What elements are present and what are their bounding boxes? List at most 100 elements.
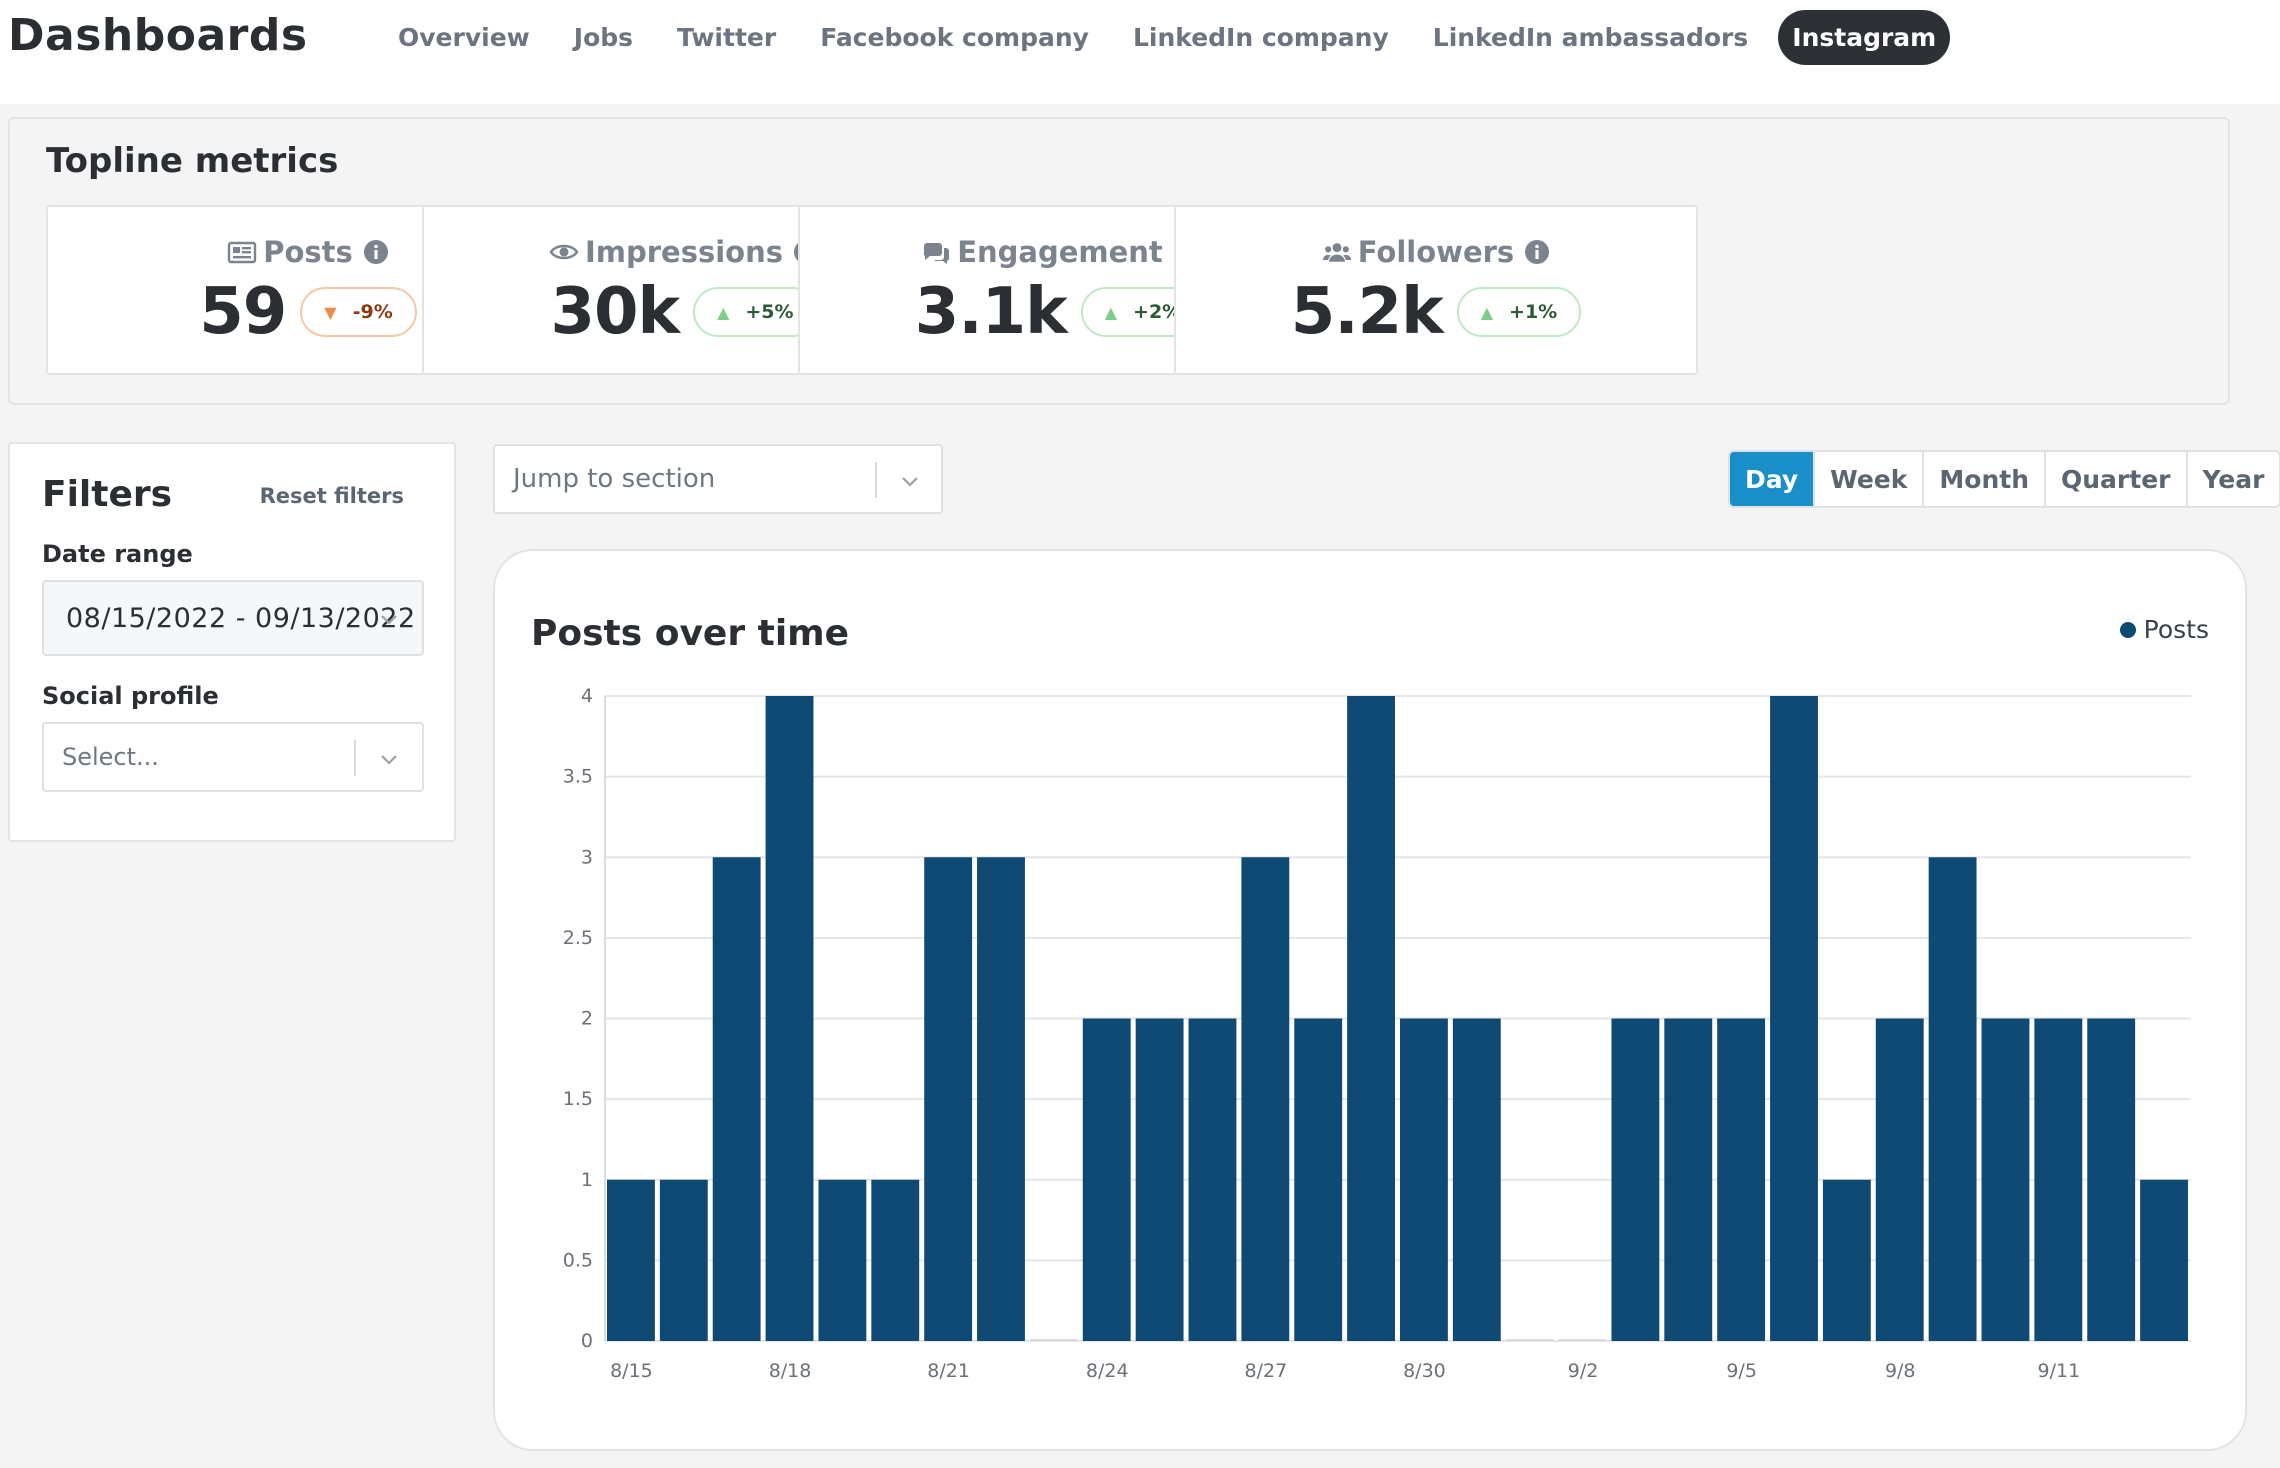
y-tick-label: 1 xyxy=(581,1169,593,1191)
chart-bar[interactable] xyxy=(1981,1018,2030,1342)
x-tick-label: 9/2 xyxy=(1568,1360,1599,1382)
metric-label: Posts xyxy=(263,235,353,269)
chart-bar[interactable] xyxy=(712,857,761,1341)
chart-bar[interactable] xyxy=(871,1179,920,1341)
chart-bar[interactable] xyxy=(765,696,814,1341)
topline-metrics-panel: Topline metrics Posts 59 ▼ -9% xyxy=(8,117,2230,405)
users-icon xyxy=(1322,243,1351,262)
chart-bar[interactable] xyxy=(1664,1018,1713,1342)
y-tick-label: 3 xyxy=(581,846,593,868)
chart-bar[interactable] xyxy=(1135,1018,1184,1342)
chart-title: Posts over time xyxy=(531,613,850,654)
y-tick-label: 4 xyxy=(581,685,593,707)
info-icon[interactable] xyxy=(363,239,389,265)
jump-to-section-placeholder: Jump to section xyxy=(513,464,716,494)
x-tick-label: 9/5 xyxy=(1726,1360,1757,1382)
chart-bar[interactable] xyxy=(607,1179,655,1341)
metric-body: 59 ▼ -9% xyxy=(48,275,568,349)
x-tick-label: 8/15 xyxy=(610,1360,653,1382)
social-profile-select[interactable]: Select... xyxy=(42,722,424,792)
caret-down-icon: ▼ xyxy=(324,302,337,322)
chart-bar[interactable] xyxy=(1347,696,1395,1341)
chart-bar[interactable] xyxy=(924,857,973,1341)
chart-bar[interactable] xyxy=(1400,1018,1448,1342)
period-quarter-button[interactable]: Quarter xyxy=(2044,452,2186,506)
period-week-button[interactable]: Week xyxy=(1813,452,1922,506)
chart-bar[interactable] xyxy=(1717,1018,1766,1342)
chart-bar[interactable] xyxy=(2140,1179,2188,1341)
metric-label: Engagement xyxy=(957,235,1163,269)
info-icon[interactable] xyxy=(1524,239,1550,265)
chart-bar[interactable] xyxy=(1188,1018,1237,1342)
chart-bar[interactable] xyxy=(818,1179,867,1341)
date-range-value: 08/15/2022 - 09/13/2022 xyxy=(66,602,416,634)
chart-bar[interactable] xyxy=(659,1179,708,1341)
y-tick-label: 2.5 xyxy=(563,927,593,949)
chart-bar[interactable] xyxy=(1875,1018,1924,1342)
metric-value: 30k xyxy=(550,275,680,349)
topline-title: Topline metrics xyxy=(46,141,339,181)
metric-label: Impressions xyxy=(584,235,784,269)
delta-badge: ▼ -9% xyxy=(300,287,417,337)
chart-bar[interactable] xyxy=(1770,696,1818,1341)
metric-header: Followers xyxy=(1176,235,1696,269)
social-profile-label: Social profile xyxy=(42,682,219,710)
metric-body: 3.1k ▲ +2% xyxy=(800,275,1320,349)
period-day-button[interactable]: Day xyxy=(1730,452,1814,506)
caret-up-icon: ▲ xyxy=(717,302,730,322)
x-tick-label: 8/21 xyxy=(927,1360,970,1382)
chart-bar-zero xyxy=(1558,1339,1607,1341)
nav-tab-instagram[interactable]: Instagram xyxy=(1778,10,1951,65)
chart-bar[interactable] xyxy=(1241,857,1290,1341)
x-tick-label: 8/24 xyxy=(1086,1360,1129,1382)
chart-bar[interactable] xyxy=(977,857,1025,1341)
x-tick-label: 9/8 xyxy=(1885,1360,1916,1382)
filters-panel: Filters Reset filters Date range 08/15/2… xyxy=(8,442,456,842)
chevron-down-icon xyxy=(381,755,397,765)
x-tick-label: 9/11 xyxy=(2037,1360,2080,1382)
nav-tab-linkedin-company[interactable]: LinkedIn company xyxy=(1132,23,1389,52)
delta-badge: ▲ +5% xyxy=(693,287,818,337)
chart-bar[interactable] xyxy=(1082,1018,1131,1342)
select-divider xyxy=(354,740,356,776)
date-range-label: Date range xyxy=(42,540,193,568)
period-month-button[interactable]: Month xyxy=(1922,452,2044,506)
chart-bar[interactable] xyxy=(1822,1179,1871,1341)
reset-filters-button[interactable]: Reset filters xyxy=(259,484,404,508)
delta-value: +1% xyxy=(1509,301,1558,323)
metric-label: Followers xyxy=(1357,235,1515,269)
chart-bar[interactable] xyxy=(1928,857,1977,1341)
nav-tab-twitter[interactable]: Twitter xyxy=(677,23,777,52)
newspaper-icon xyxy=(228,241,257,264)
app-title: Dashboards xyxy=(8,10,308,61)
nav-tab-facebook-company[interactable]: Facebook company xyxy=(820,23,1089,52)
comments-icon xyxy=(924,243,950,264)
delta-badge: ▲ +1% xyxy=(1456,287,1582,337)
chart-legend[interactable]: Posts xyxy=(2119,615,2209,644)
chart-bar[interactable] xyxy=(1452,1018,1501,1342)
metric-body: 5.2k ▲ +1% xyxy=(1176,275,1696,349)
chart-bar-zero xyxy=(1505,1339,1554,1341)
chart-bar[interactable] xyxy=(2087,1018,2136,1342)
chart-bar[interactable] xyxy=(2034,1018,2083,1342)
metric-header: Posts xyxy=(48,235,568,269)
nav-tab-overview[interactable]: Overview xyxy=(398,23,530,52)
metric-card-followers: Followers 5.2k ▲ +1% xyxy=(1174,205,1698,375)
nav-tab-jobs[interactable]: Jobs xyxy=(573,23,634,52)
legend-label: Posts xyxy=(2143,615,2209,644)
chart-bar[interactable] xyxy=(1294,1018,1343,1342)
metric-value: 59 xyxy=(199,275,287,349)
date-range-input[interactable]: 08/15/2022 - 09/13/2022 xyxy=(42,580,424,656)
period-year-button[interactable]: Year xyxy=(2185,452,2280,506)
jump-to-section-select[interactable]: Jump to section xyxy=(493,444,943,514)
filters-title: Filters xyxy=(42,474,173,515)
x-tick-label: 8/27 xyxy=(1244,1360,1287,1382)
chart-bar[interactable] xyxy=(1611,1018,1660,1342)
top-header: Dashboards Overview Jobs Twitter Faceboo… xyxy=(0,0,2280,104)
nav-tab-linkedin-ambassadors[interactable]: LinkedIn ambassadors xyxy=(1432,23,1749,52)
y-tick-label: 3.5 xyxy=(563,766,593,788)
y-tick-label: 0 xyxy=(581,1330,593,1352)
metric-value: 3.1k xyxy=(914,275,1068,349)
x-tick-label: 8/30 xyxy=(1403,1360,1446,1382)
metric-body: 30k ▲ +5% xyxy=(424,275,944,349)
